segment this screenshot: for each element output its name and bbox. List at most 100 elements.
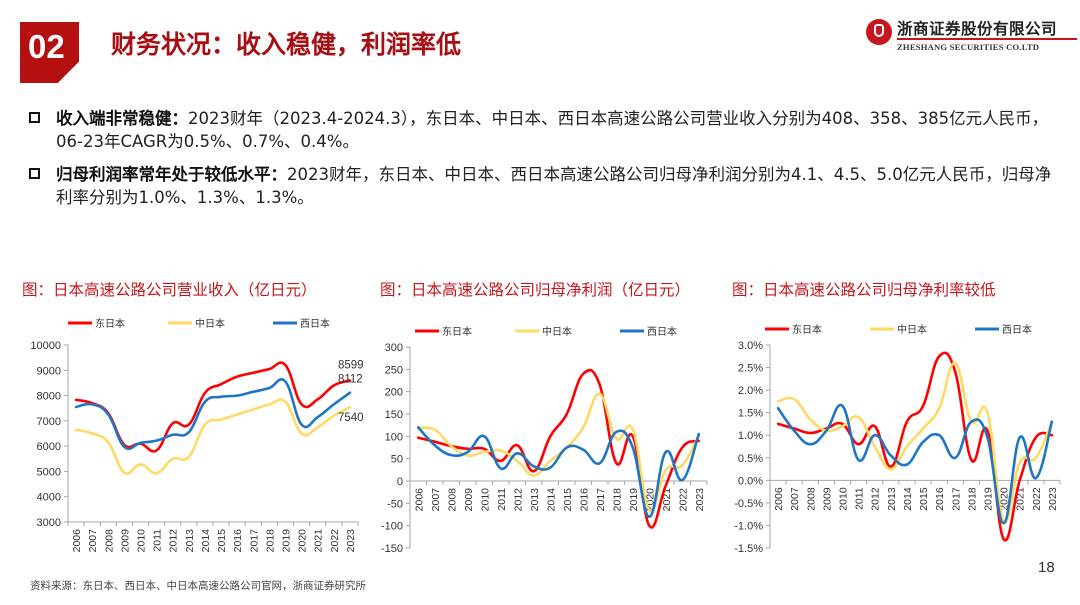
series-line-0 [74,361,352,453]
logo-divider [897,38,1077,40]
y-tick-label: 50 [391,454,403,466]
x-tick-label: 2015 [562,488,574,512]
data-label: 8599 [338,359,364,371]
y-tick-label: 9000 [37,365,61,377]
x-tick-label: 2010 [136,529,148,553]
x-tick-label: 2008 [446,488,458,512]
square-bullet-icon [29,168,40,179]
x-tick-label: 2012 [870,487,882,511]
y-tick-label: 100 [385,431,403,443]
net-margin-chart: 东日本 中日本 西日本 -1.5% -1.0% -0.5% 0.0% 0.5% 1.0% 1.5%… [715,300,1080,574]
x-tick-label: 2008 [103,529,115,553]
x-tick-label: 2016 [934,487,946,511]
y-tick-label: 150 [385,409,403,421]
y-tick-label: 4000 [37,492,61,504]
section-number: 02 [28,28,65,65]
x-tick-label: 2011 [496,488,508,511]
x-tick-label: 2021 [1015,487,1027,511]
legend-label: 东日本 [95,317,125,330]
bullet-text: 2023财年（2023.4-2024.3），东日本、中日本、西日本高速公路公司营… [56,109,1049,151]
net-profit-chart-svg: 东日本 中日本 西日本 -150 -100 -50 0 50 100 150 200 250 300 20… [381,325,708,555]
x-tick-label: 2006 [413,488,425,512]
square-bullet-icon [29,112,40,123]
x-tick-label: 2006 [71,529,83,553]
x-tick-label: 2013 [184,529,196,553]
x-tick-label: 2016 [578,488,590,512]
legend-item-1: 中日本 [515,325,572,338]
x-tick-label: 2023 [345,529,357,553]
logo-emblem-icon [866,19,892,45]
data-label: 8112 [338,374,363,386]
y-tick-label: 0.5% [738,453,763,465]
x-tick-label: 2014 [545,488,557,512]
y-tick-label: 10000 [30,340,61,352]
x-tick-label: 2013 [529,488,541,512]
legend-label: 东日本 [792,323,822,336]
logo-chinese-name: 浙商证券股份有限公司 [897,20,1058,38]
legend-label: 中日本 [897,323,927,336]
y-tick-label: 8000 [37,391,61,403]
legend-label: 东日本 [442,325,472,338]
revenue-chart: 东日本 中日本 西日本 3000 4000 5000 6000 7000 8000 9000 100… [0,300,370,574]
bullet-list: 收入端非常稳健：2023财年（2023.4-2024.3），东日本、中日本、西日… [29,107,1059,219]
x-tick-label: 2006 [773,487,785,511]
bullet-item-revenue: 收入端非常稳健：2023财年（2023.4-2024.3），东日本、中日本、西日… [29,107,1059,153]
x-tick-label: 2019 [628,488,640,512]
data-label: 7540 [338,412,364,424]
x-tick-label: 2018 [966,487,978,511]
legend-label: 西日本 [647,325,677,338]
y-tick-label: 3000 [37,517,61,529]
bullet-item-profit-margin: 归母利润率常年处于较低水平：2023财年，东日本、中日本、西日本高速公路公司归母… [29,163,1059,209]
chart-title-revenue: 图：日本高速公路公司营业收入（亿日元） [22,281,317,299]
y-tick-label: 7000 [37,416,61,428]
legend-item-2: 西日本 [273,317,330,330]
x-tick-label: 2023 [1047,487,1059,511]
x-tick-label: 2011 [152,529,164,552]
x-tick-label: 2009 [821,487,833,511]
x-tick-label: 2015 [216,529,228,553]
bullet-heading: 归母利润率常年处于较低水平： [56,165,287,184]
net-margin-chart-svg: 东日本 中日本 西日本 -1.5% -1.0% -0.5% 0.0% 0.5% 1.0% 1.5%… [734,323,1061,555]
x-tick-label: 2022 [677,488,689,512]
legend-item-0: 东日本 [68,317,125,330]
x-tick-label: 2019 [281,529,293,553]
x-tick-label: 2018 [264,529,276,553]
page-number: 18 [1038,559,1055,576]
bullet-heading: 收入端非常稳健： [56,109,188,128]
x-tick-label: 2007 [87,529,99,553]
x-tick-label: 2012 [168,529,180,553]
y-tick-label: -1.5% [734,543,763,555]
logo-english-name: ZHESHANG SECURITIES CO.LTD [897,42,1040,52]
legend-item-0: 东日本 [415,325,472,338]
legend-label: 西日本 [1002,323,1032,336]
x-tick-label: 2014 [902,487,914,511]
y-tick-label: -1.0% [734,520,763,532]
y-tick-label: 0.0% [738,475,763,487]
x-tick-label: 2014 [200,529,212,553]
x-tick-label: 2020 [297,529,309,553]
x-tick-label: 2022 [1031,487,1043,511]
page-title: 财务状况：收入稳健，利润率低 [111,30,462,59]
y-tick-label: 0 [397,476,403,488]
legend-label: 中日本 [195,317,225,330]
legend-label: 西日本 [300,317,330,330]
x-tick-label: 2023 [694,488,706,512]
series-line-2 [417,426,701,519]
x-tick-label: 2009 [463,488,475,512]
legend-item-2: 西日本 [620,325,677,338]
x-tick-label: 2017 [248,529,260,553]
series-line-0 [417,368,701,529]
x-tick-label: 2009 [119,529,131,553]
series-line-0 [776,351,1054,542]
section-number-badge: 02 [20,22,79,83]
y-tick-label: 300 [385,342,403,354]
y-tick-label: 5000 [37,466,61,478]
x-tick-label: 2007 [430,488,442,512]
y-tick-label: -150 [381,543,403,555]
legend-item-2: 西日本 [975,323,1032,336]
x-tick-label: 2019 [983,487,995,511]
x-tick-label: 2017 [595,488,607,512]
revenue-chart-svg: 东日本 中日本 西日本 3000 4000 5000 6000 7000 8000 9000 100… [30,317,364,553]
x-tick-label: 2021 [313,529,325,553]
y-tick-label: 250 [385,364,403,376]
